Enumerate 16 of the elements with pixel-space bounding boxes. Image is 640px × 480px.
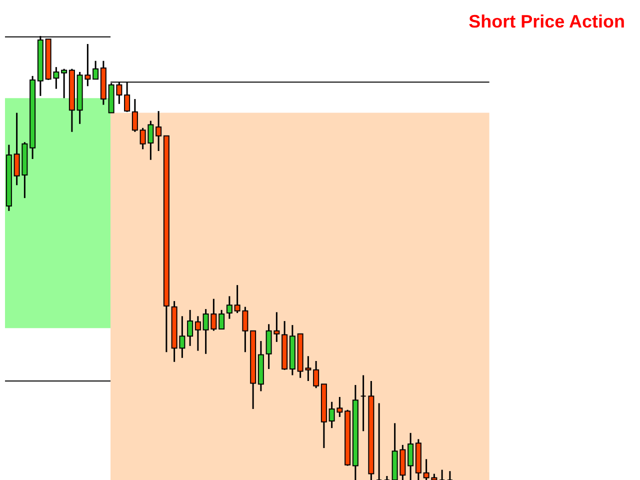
candlestick bbox=[313, 360, 320, 389]
candlestick bbox=[61, 68, 68, 99]
candlestick bbox=[408, 432, 414, 480]
candlestick bbox=[226, 295, 232, 320]
candlestick bbox=[92, 60, 99, 80]
candlestick bbox=[360, 374, 366, 432]
candlestick bbox=[132, 98, 138, 133]
candlestick bbox=[187, 309, 194, 347]
candlestick bbox=[156, 110, 162, 152]
candlestick bbox=[446, 470, 453, 480]
candlestick bbox=[194, 315, 201, 352]
text: Short Price Action bbox=[468, 11, 625, 32]
candlestick bbox=[439, 469, 446, 480]
candlestick bbox=[384, 475, 390, 480]
candlestick bbox=[218, 309, 225, 330]
candlestick bbox=[376, 402, 382, 480]
